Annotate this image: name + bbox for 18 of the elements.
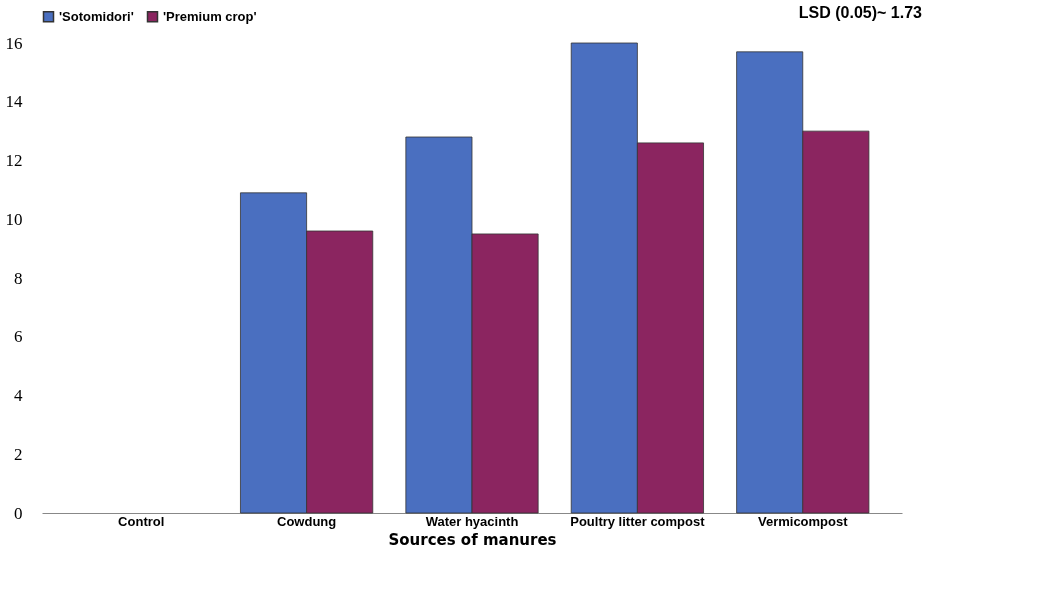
y-tick-label: 14 — [5, 92, 23, 112]
y-tick-label: 0 — [14, 503, 23, 523]
y-tick-label: 4 — [14, 386, 23, 405]
x-tick-label: Cowdung — [277, 513, 337, 529]
x-tick-label: Water hyacinth — [425, 513, 519, 529]
y-tick-label: 8 — [14, 268, 23, 288]
x-tick-label: Control — [118, 513, 165, 529]
y-tick-label: 2 — [14, 444, 23, 464]
x-tick-label: Poultry litter compost — [570, 513, 706, 529]
y-tick-label: 12 — [5, 151, 23, 170]
x-axis-title: Sources of manures — [388, 530, 557, 549]
legend-label: 'Premium crop' — [163, 8, 257, 24]
text: LSD (0.05)~ 1.73 — [798, 4, 923, 21]
legend-label: 'Sotomidori' — [59, 8, 134, 24]
y-tick-label: 6 — [14, 327, 23, 347]
x-tick-label: Vermicompost — [757, 513, 849, 529]
y-tick-label: 10 — [5, 209, 23, 229]
y-tick-label: 16 — [5, 33, 23, 53]
